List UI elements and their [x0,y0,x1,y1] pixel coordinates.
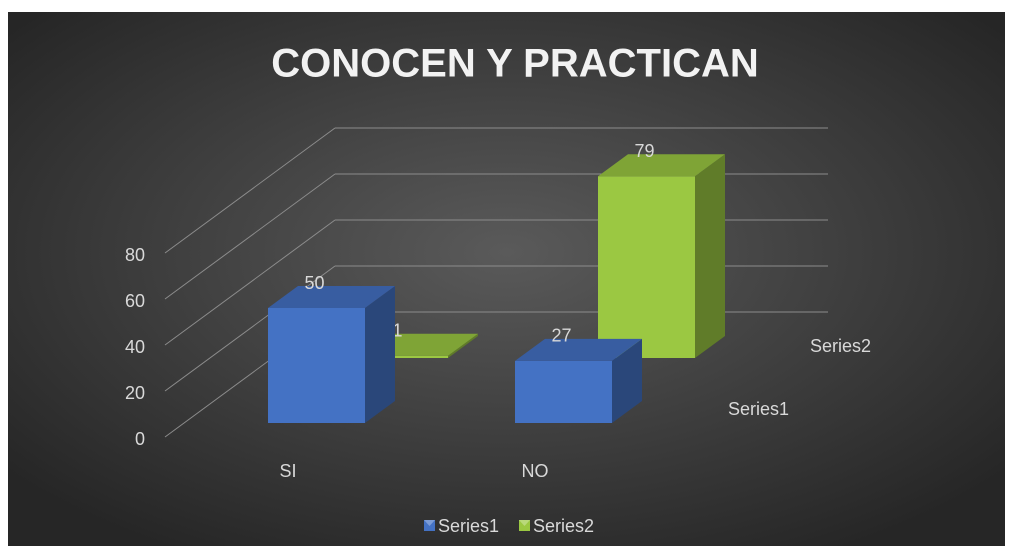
data-label: 79 [634,141,654,161]
data-label: 50 [304,273,324,293]
y-tick-label: 20 [125,383,145,403]
y-tick-label: 80 [125,245,145,265]
legend-marker-top [519,520,530,526]
y-tick-label: 60 [125,291,145,311]
bar-side [448,333,478,358]
depth-axis-label: Series2 [810,336,871,356]
depth-axis-label: Series1 [728,399,789,419]
bar-top [268,286,395,308]
grid-line [164,219,336,346]
x-tick-label: NO [522,461,549,481]
chart-title: CONOCEN Y PRACTICAN [271,42,758,86]
data-label: 1 [392,320,402,340]
bar-top [598,154,725,177]
grid-line [164,127,336,254]
legend-label: Series2 [533,516,594,536]
chart-background [8,12,1005,546]
bar-side [612,338,642,423]
y-tick-label: 40 [125,337,145,357]
bar-side [695,154,725,358]
bar-front [515,360,612,423]
bar-front [268,308,365,423]
x-tick-label: SI [279,461,296,481]
grid-line [164,173,336,300]
legend-marker-top [424,520,435,526]
y-tick-label: 0 [135,429,145,449]
bar-front [598,176,695,358]
data-label: 27 [551,326,571,346]
legend-label: Series1 [438,516,499,536]
bar-top [515,338,642,361]
bar-side [365,286,395,423]
